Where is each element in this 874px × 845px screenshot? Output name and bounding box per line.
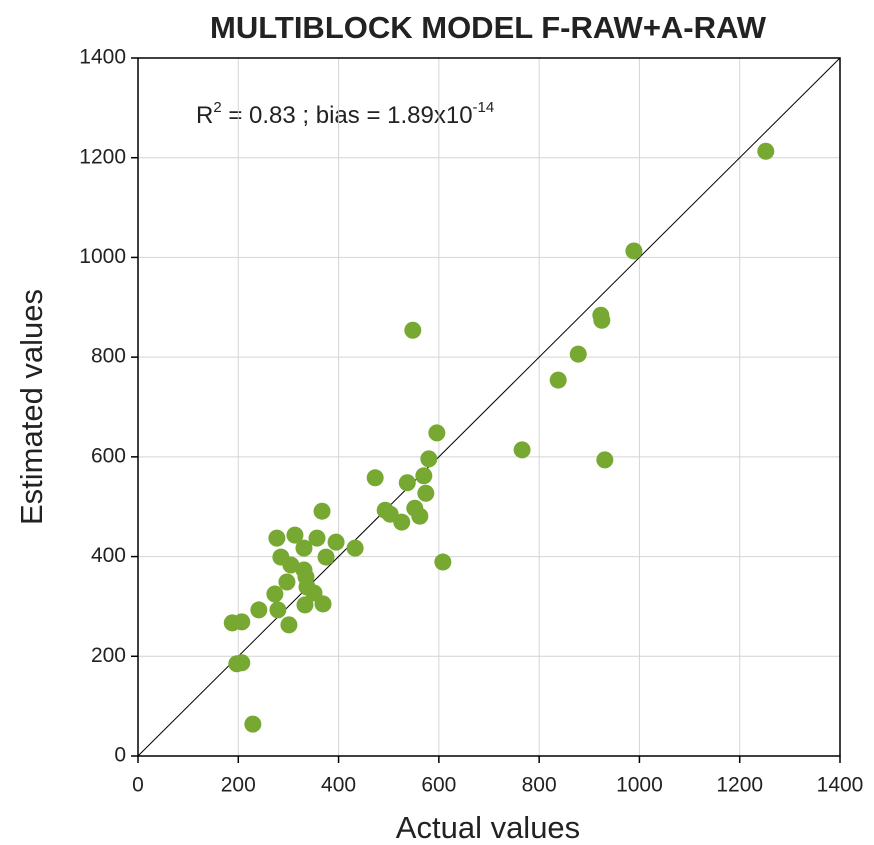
point xyxy=(296,596,314,614)
point xyxy=(278,573,296,591)
x-tick-label: 400 xyxy=(321,774,356,797)
point xyxy=(233,613,251,631)
x-axis-label: Actual values xyxy=(396,810,580,845)
x-tick-label: 1200 xyxy=(716,774,763,797)
point xyxy=(393,513,411,531)
y-tick-label: 1400 xyxy=(79,46,126,69)
point xyxy=(313,502,331,520)
point xyxy=(308,529,326,547)
y-tick-label: 400 xyxy=(91,544,126,567)
point xyxy=(415,467,433,485)
y-tick-label: 1000 xyxy=(79,245,126,268)
x-tick-label: 600 xyxy=(421,774,456,797)
point xyxy=(286,526,304,544)
plot-frame xyxy=(137,57,841,757)
chart-title: MULTIBLOCK MODEL F-RAW+A-RAW xyxy=(210,10,767,45)
x-tick-label: 1400 xyxy=(817,774,864,797)
x-tick-label: 800 xyxy=(522,774,557,797)
point xyxy=(549,371,567,389)
y-tick-label: 800 xyxy=(91,345,126,368)
identity-line xyxy=(137,57,841,757)
point xyxy=(314,595,332,613)
x-tick-label: 200 xyxy=(221,774,256,797)
point xyxy=(366,469,384,487)
y-tick-label: 1200 xyxy=(79,145,126,168)
point xyxy=(280,616,298,634)
point xyxy=(282,556,300,574)
annotation-text: R xyxy=(196,102,213,129)
point xyxy=(417,484,435,502)
y-tick-label: 0 xyxy=(114,744,126,767)
point xyxy=(593,311,611,329)
annotation-text: = 0.83 ; bias = 1.89x10 xyxy=(222,102,473,129)
point xyxy=(398,474,416,492)
point xyxy=(268,529,286,547)
point xyxy=(233,654,251,672)
point xyxy=(295,539,313,557)
point xyxy=(434,553,452,571)
y-tick-label: 600 xyxy=(91,444,126,467)
y-axis-label: Estimated values xyxy=(14,289,49,525)
annotation: R2 = 0.83 ; bias = 1.89x10-14 xyxy=(196,99,494,129)
point xyxy=(404,321,422,339)
point xyxy=(513,441,531,459)
point xyxy=(317,548,335,566)
point xyxy=(250,601,268,619)
point xyxy=(596,451,614,469)
point xyxy=(625,242,643,260)
x-tick-label: 0 xyxy=(132,774,144,797)
point xyxy=(757,142,775,160)
point xyxy=(346,539,364,557)
point xyxy=(428,424,446,442)
point xyxy=(327,533,345,551)
x-tick-label: 1000 xyxy=(616,774,663,797)
point xyxy=(244,715,262,733)
point xyxy=(420,450,438,468)
superscript: 2 xyxy=(213,99,221,116)
point xyxy=(269,601,287,619)
point xyxy=(266,585,284,603)
point xyxy=(411,507,429,525)
y-tick-label: 200 xyxy=(91,644,126,667)
superscript: -14 xyxy=(473,99,495,116)
point xyxy=(569,345,587,363)
